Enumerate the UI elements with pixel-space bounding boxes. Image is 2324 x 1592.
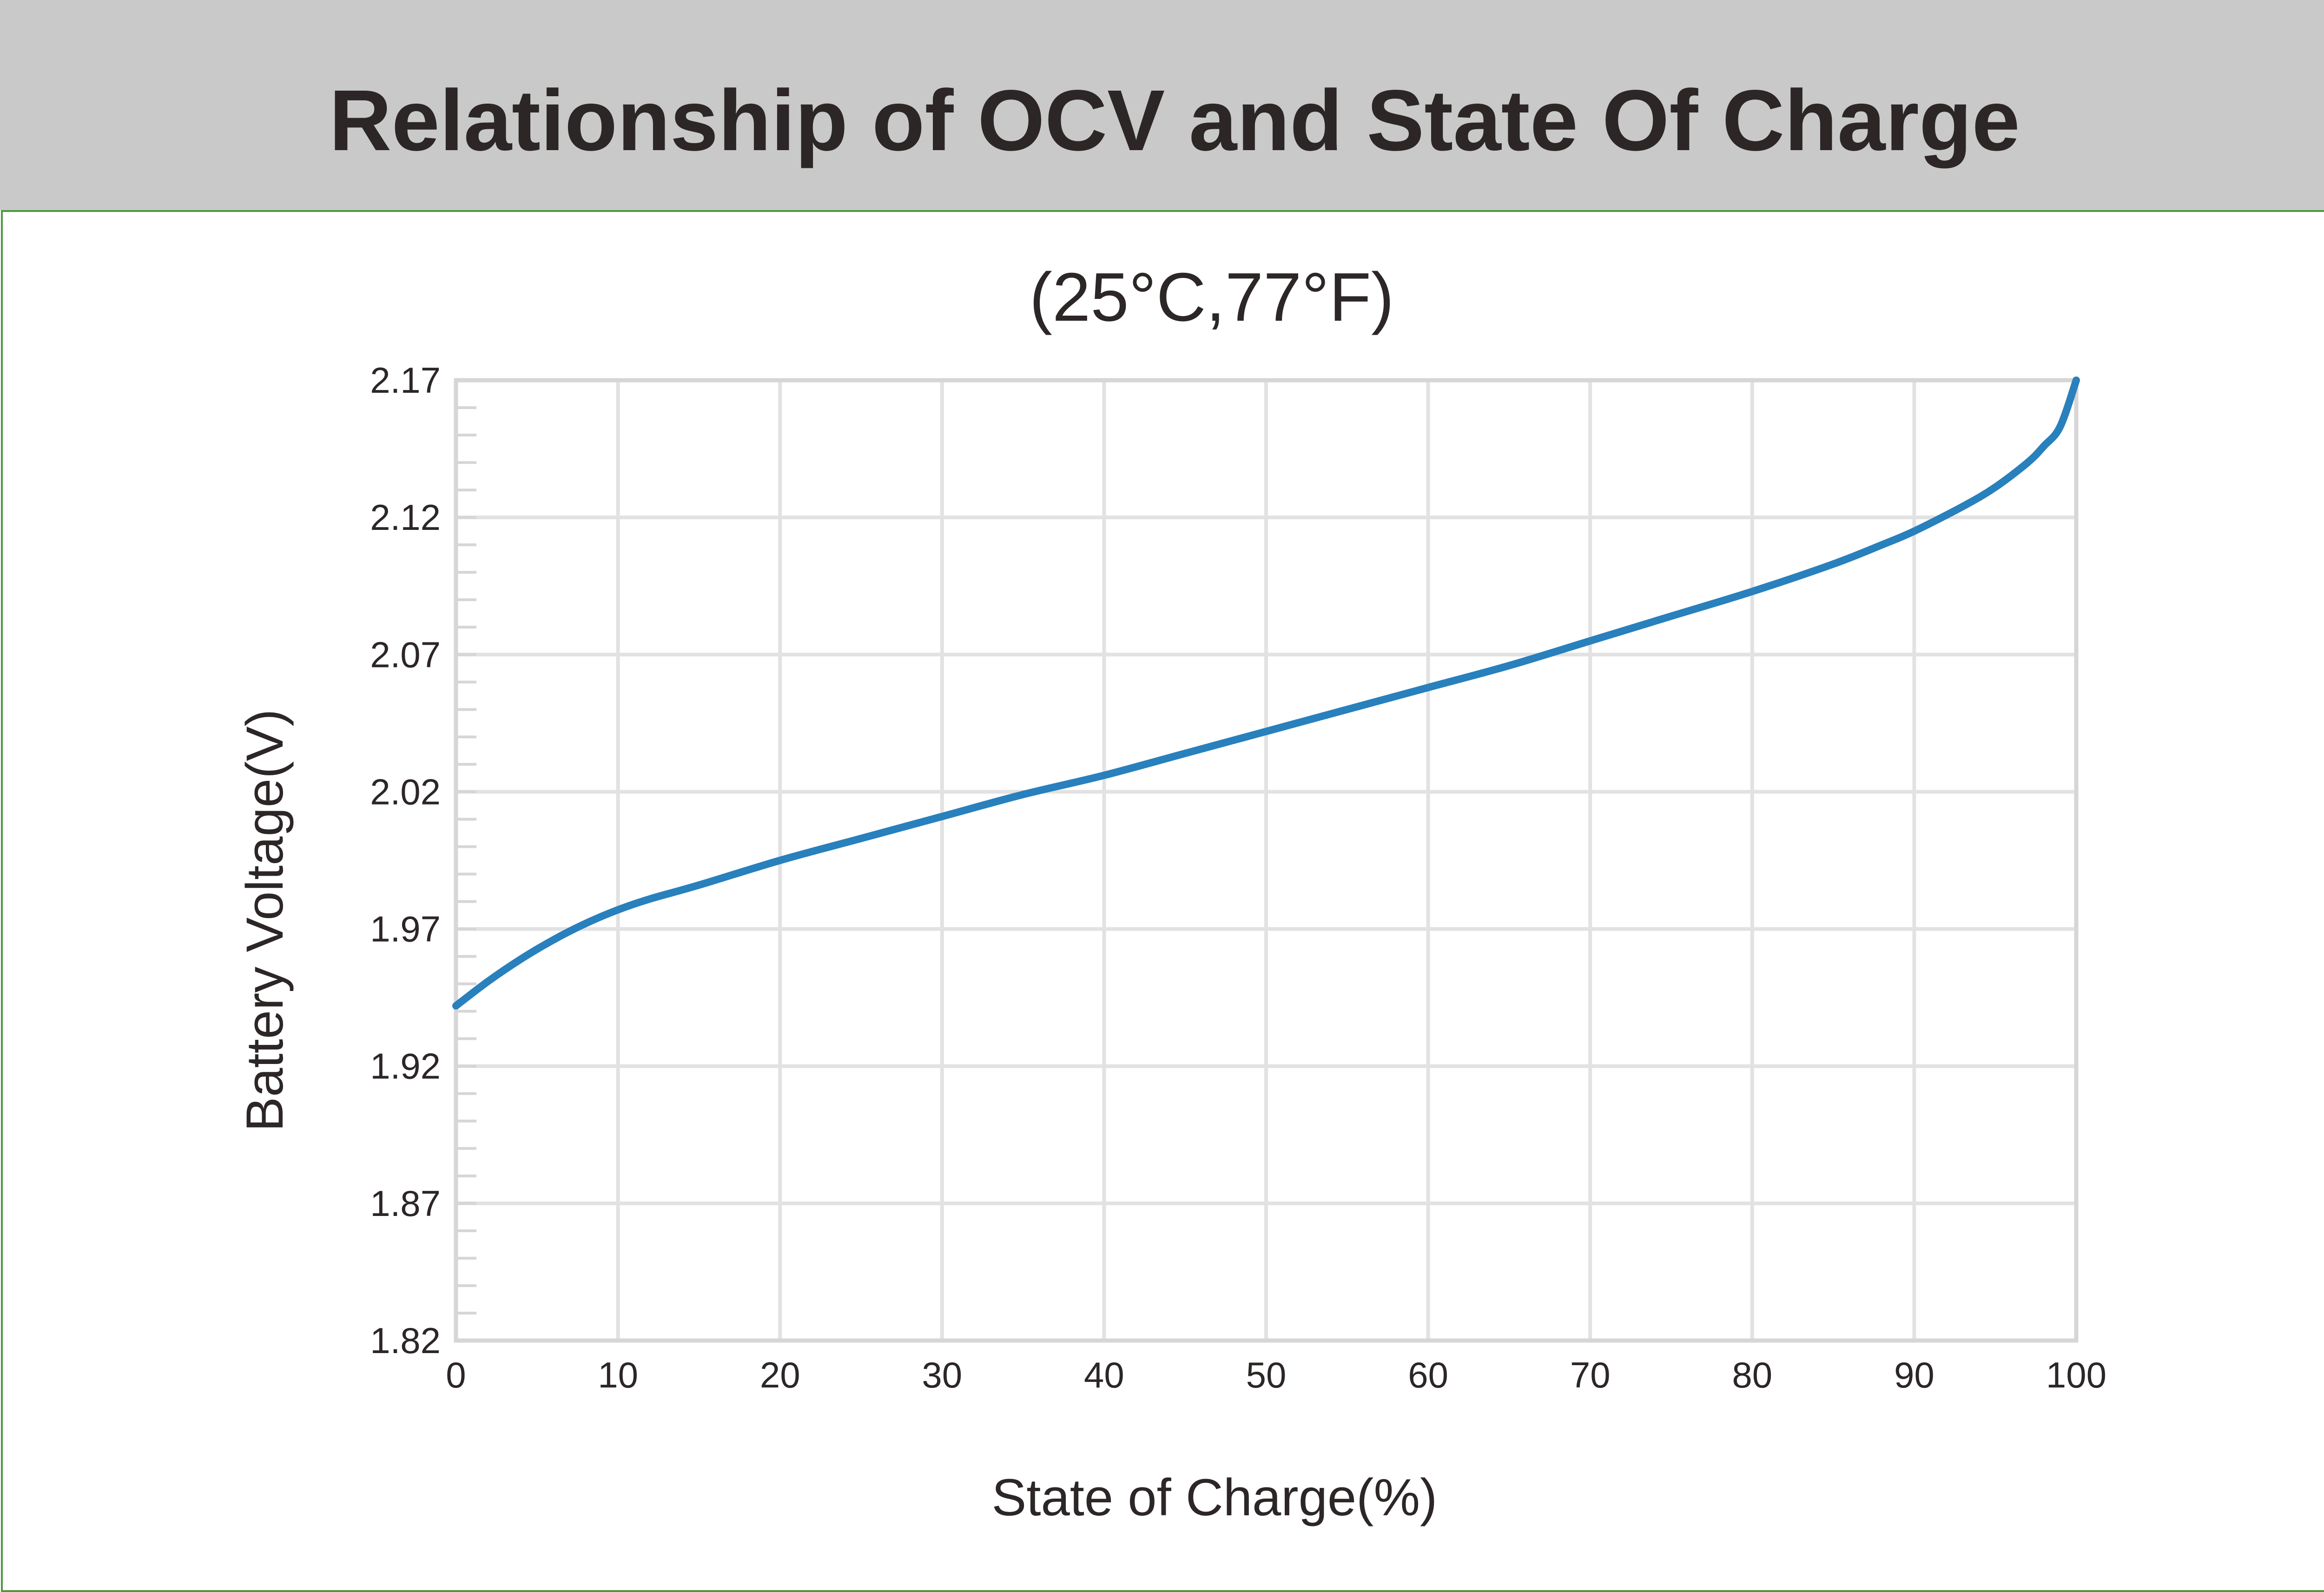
x-tick-label: 10 bbox=[598, 1354, 638, 1395]
chart-panel bbox=[1, 210, 2324, 1592]
x-tick-label: 20 bbox=[760, 1354, 800, 1395]
plot-frame bbox=[454, 378, 2079, 1343]
grid-lines bbox=[456, 380, 2076, 1341]
y-tick-label: 2.07 bbox=[370, 634, 441, 675]
x-tick-label: 30 bbox=[922, 1354, 962, 1395]
header-band bbox=[0, 0, 2324, 210]
y-minor-ticks bbox=[456, 406, 476, 1315]
x-tick-label: 80 bbox=[1732, 1354, 1772, 1395]
x-tick-label: 60 bbox=[1408, 1354, 1448, 1395]
x-tick-label: 0 bbox=[446, 1354, 466, 1395]
y-tick-label: 1.87 bbox=[370, 1183, 441, 1224]
x-tick-label: 100 bbox=[2046, 1354, 2106, 1395]
x-axis-label: State of Charge(%) bbox=[992, 1468, 1438, 1526]
x-tick-label: 90 bbox=[1894, 1354, 1934, 1395]
y-tick-label: 2.02 bbox=[370, 771, 441, 812]
plot-border bbox=[454, 378, 2079, 1343]
x-tick-label: 50 bbox=[1246, 1354, 1287, 1395]
ocv-series-line bbox=[452, 377, 2080, 1010]
x-tick-label: 40 bbox=[1084, 1354, 1124, 1395]
x-tick-labels: 0 10 20 30 40 50 60 70 80 90 100 bbox=[446, 1354, 2106, 1395]
y-axis-label: Battery Voltage(V) bbox=[236, 709, 294, 1132]
series-layer bbox=[452, 377, 2080, 1010]
y-tick-label: 2.17 bbox=[370, 360, 441, 401]
y-tick-label: 1.82 bbox=[370, 1320, 441, 1361]
x-tick-label: 70 bbox=[1570, 1354, 1611, 1395]
page-title: Relationship of OCV and State Of Charge bbox=[329, 73, 2020, 169]
y-tick-label: 1.92 bbox=[370, 1046, 441, 1087]
chart-subtitle: (25°C,77°F) bbox=[1030, 259, 1394, 336]
y-tick-label: 1.97 bbox=[370, 909, 441, 950]
y-tick-label: 2.12 bbox=[370, 497, 441, 538]
y-tick-labels: 1.82 1.87 1.92 1.97 2.02 2.07 2.12 2.17 bbox=[370, 360, 441, 1361]
